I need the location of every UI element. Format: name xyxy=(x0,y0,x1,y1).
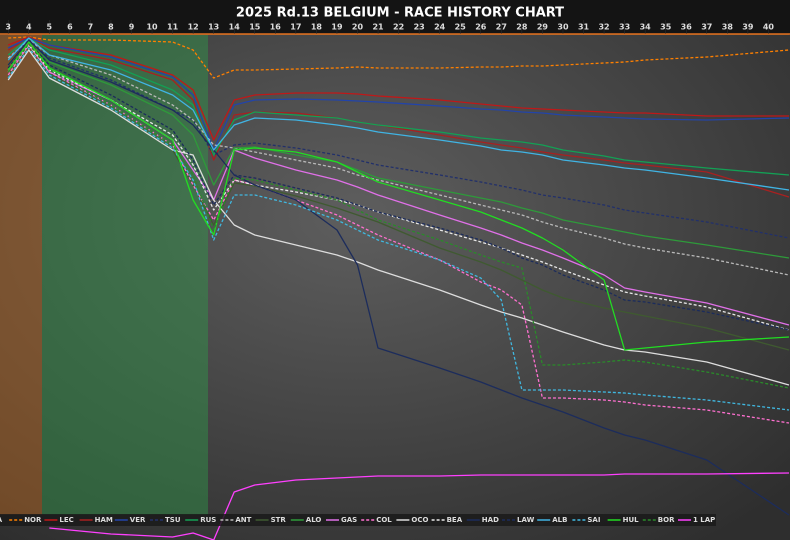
x-tick-label: 40 xyxy=(763,23,775,32)
x-tick-label: 23 xyxy=(414,23,425,32)
x-tick-label: 14 xyxy=(229,23,241,32)
series-line xyxy=(8,36,790,79)
legend-label: LAW xyxy=(517,516,535,524)
legend-label: RUS xyxy=(200,516,216,524)
legend-label: OCO xyxy=(411,516,428,524)
safety-car-region xyxy=(42,35,208,515)
legend-label: HUL xyxy=(623,516,640,524)
series-line xyxy=(7,44,790,331)
x-tick-label: 13 xyxy=(208,23,219,32)
legend-label: VER xyxy=(130,516,146,524)
x-tick-label: 31 xyxy=(578,23,590,32)
vsc-region xyxy=(0,35,42,515)
series-line xyxy=(7,37,790,176)
x-tick-label: 39 xyxy=(742,23,754,32)
x-tick-label: 4 xyxy=(26,23,32,32)
x-tick-label: 33 xyxy=(619,23,630,32)
x-tick-label: 6 xyxy=(67,23,73,32)
legend-label: HAM xyxy=(95,516,113,524)
x-tick-label: 11 xyxy=(167,23,179,32)
legend-label: COL xyxy=(376,516,392,524)
x-tick-label: 35 xyxy=(660,23,672,32)
series-line xyxy=(49,472,790,540)
x-tick-label: 5 xyxy=(47,23,53,32)
series-line xyxy=(7,39,790,259)
x-tick-label: 28 xyxy=(516,23,528,32)
x-tick-label: 26 xyxy=(475,23,487,32)
legend-label: NOR xyxy=(24,516,42,524)
x-tick-label: 29 xyxy=(537,23,549,32)
legend-label: STR xyxy=(271,516,287,524)
chart-title: 2025 Rd.13 BELGIUM - RACE HISTORY CHART xyxy=(236,6,564,21)
x-tick-label: 12 xyxy=(188,23,199,32)
x-tick-label: 15 xyxy=(249,23,261,32)
legend-label: BEA xyxy=(447,516,463,524)
legend-label: BOR xyxy=(658,516,675,524)
x-tick-label: 38 xyxy=(722,23,734,32)
legend-label: TSU xyxy=(165,516,181,524)
series-lines xyxy=(7,33,790,540)
series-line xyxy=(7,49,790,386)
series-line xyxy=(7,37,790,191)
series-line xyxy=(7,36,789,141)
series-line xyxy=(7,41,790,351)
x-tick-label: 21 xyxy=(372,23,384,32)
x-tick-label: 18 xyxy=(311,23,323,32)
x-tick-label: 19 xyxy=(331,23,343,32)
x-tick-label: 32 xyxy=(598,23,609,32)
legend-label: ALO xyxy=(306,516,322,524)
series-line xyxy=(7,37,790,151)
x-ticks: 3 4 5 6 7 8 9 10 11 12 13 14 15 16 17 18 19 20 21 22 23 24 25 2… xyxy=(5,20,774,34)
x-tick-label: 8 xyxy=(108,23,114,32)
x-tick-label: 30 xyxy=(557,23,569,32)
legend-label: SAI xyxy=(587,516,600,524)
x-tick-label: 22 xyxy=(393,23,404,32)
legend-label: LEC xyxy=(59,516,73,524)
x-tick-label: 17 xyxy=(290,23,301,32)
legend-label: 1 LAP xyxy=(693,516,715,524)
legend-label: HAD xyxy=(482,516,499,524)
legend-background xyxy=(0,514,716,526)
series-line xyxy=(7,39,790,516)
legend-label: PIA xyxy=(0,516,3,524)
legend-label: ALB xyxy=(552,516,567,524)
x-tick-label: 37 xyxy=(701,23,712,32)
x-tick-label: 3 xyxy=(5,23,11,32)
x-tick-label: 25 xyxy=(455,23,467,32)
legend-label: ANT xyxy=(235,516,251,524)
series-line xyxy=(7,44,790,424)
x-tick-label: 24 xyxy=(434,23,446,32)
legend-label: GAS xyxy=(341,516,357,524)
x-tick-label: 36 xyxy=(681,23,693,32)
series-line xyxy=(7,39,790,239)
series-line xyxy=(7,43,790,389)
x-tick-label: 20 xyxy=(352,23,364,32)
legend: PIA NOR LEC HAM VER TSU RUS ANT STR ALO GAS COL OCO B… xyxy=(0,516,715,524)
x-tick-label: 34 xyxy=(640,23,652,32)
x-tick-label: 9 xyxy=(129,23,135,32)
x-tick-label: 10 xyxy=(146,23,158,32)
x-tick-label: 16 xyxy=(270,23,282,32)
series-line xyxy=(7,47,790,411)
x-tick-label: 7 xyxy=(88,23,94,32)
x-tick-label: 27 xyxy=(496,23,507,32)
